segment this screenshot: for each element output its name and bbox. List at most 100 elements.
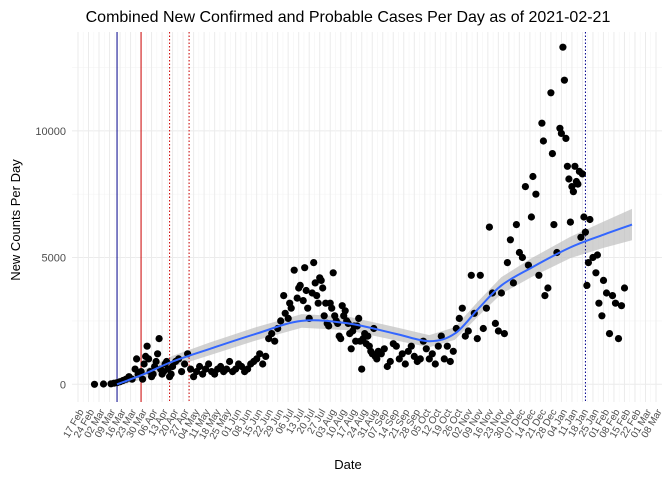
data-point [593,251,602,259]
data-point [319,284,327,292]
data-point [145,355,153,363]
y-tick-label: 0 [60,379,66,391]
data-point [181,360,189,368]
data-point [392,342,400,350]
data-point [178,368,186,376]
data-point [577,233,585,241]
chart-title: Combined New Confirmed and Probable Case… [86,9,611,26]
data-point [580,213,588,221]
data-point [535,271,543,279]
data-point [268,330,276,338]
data-point [341,307,349,315]
y-axis-ticks: 0 5000 10000 [35,126,66,391]
data-point [571,162,579,170]
data-point [271,337,279,345]
y-tick-label: 10000 [35,126,66,138]
data-point [140,360,148,368]
data-point [422,345,430,353]
data-point [299,297,307,305]
data-point [611,299,620,307]
data-point [497,289,505,297]
data-point [557,129,566,137]
data-point [325,322,333,330]
data-point [563,162,572,170]
data-point [602,289,611,297]
data-point [290,266,298,274]
data-point [167,370,175,378]
data-point [547,89,555,97]
data-point [259,360,267,368]
data-point [329,269,337,277]
data-point [538,119,546,127]
data-point [196,362,204,371]
data-point [310,259,318,267]
trend-line [116,223,633,386]
data-point [358,365,366,373]
data-point [509,279,517,287]
data-point [293,294,301,302]
data-point [155,335,163,343]
data-point [280,292,288,300]
data-point [313,292,321,300]
data-point [143,342,151,350]
data-point [548,150,557,158]
data-point [373,355,381,363]
data-point [355,314,363,322]
data-point [544,284,552,292]
data-point [304,304,312,312]
data-point [584,259,593,267]
data-point [482,304,490,312]
data-point [99,380,108,388]
data-point [560,76,569,84]
data-point [437,332,445,340]
data-points [90,43,629,388]
data-point [566,218,575,226]
data-point [434,342,442,350]
data-point [467,271,475,279]
data-point [440,355,448,363]
data-point [455,314,463,322]
data-point [398,350,406,358]
data-point [550,221,558,229]
data-point [320,312,328,320]
data-point [262,352,270,360]
data-point [491,319,499,327]
data-point [446,357,454,366]
data-point [581,228,590,236]
data-point [386,357,394,366]
data-point [133,355,141,363]
y-axis-title: New Counts Per Day [8,159,23,281]
data-point [139,375,147,383]
data-point [287,304,295,312]
data-point [559,43,567,51]
data-point [431,360,439,368]
data-point [458,304,466,312]
data-point [524,261,533,269]
data-point [464,327,472,335]
data-point [149,370,157,378]
data-point [479,324,487,333]
data-point [565,175,573,183]
data-point [296,281,304,289]
data-point [521,183,530,191]
trend-confidence-band [117,208,632,387]
data-point [539,137,548,145]
data-point [428,350,436,358]
data-point [598,312,606,320]
data-point [506,236,514,244]
data-point [599,276,608,284]
data-point [277,317,285,325]
data-point [614,335,623,343]
smoothed-trend [116,223,633,386]
x-axis-title: Date [334,457,361,472]
data-point [527,213,536,221]
data-point [311,279,319,287]
data-point [494,327,502,335]
data-point [473,335,481,343]
data-point [578,170,587,178]
data-point [137,368,145,376]
data-point [500,330,508,338]
data-point [605,330,614,338]
data-point [223,365,231,373]
data-point [518,253,527,262]
